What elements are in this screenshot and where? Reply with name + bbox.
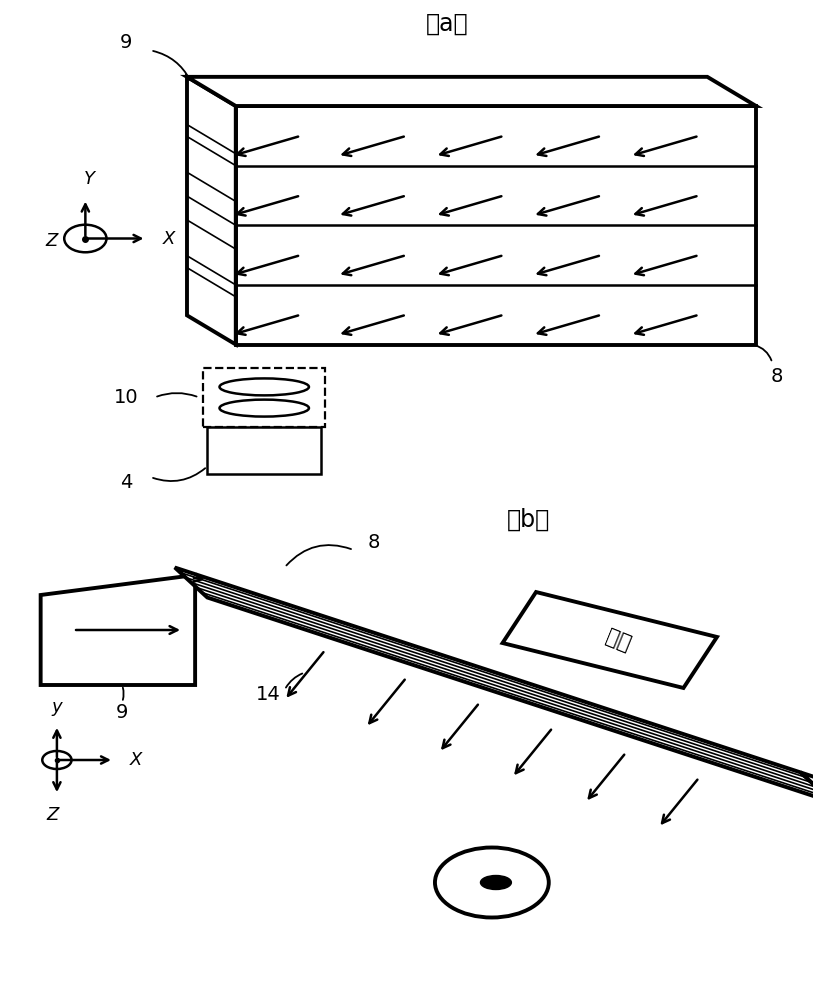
Text: （a）: （a） bbox=[426, 12, 468, 36]
Text: （b）: （b） bbox=[506, 508, 550, 532]
Text: 8: 8 bbox=[770, 367, 783, 386]
Text: X: X bbox=[130, 751, 142, 769]
Text: Z: Z bbox=[46, 806, 59, 824]
Text: 4: 4 bbox=[120, 473, 133, 492]
Text: 9: 9 bbox=[115, 703, 128, 722]
Text: 10: 10 bbox=[114, 388, 138, 407]
Polygon shape bbox=[187, 77, 236, 344]
Ellipse shape bbox=[480, 876, 511, 890]
Polygon shape bbox=[41, 575, 195, 685]
Text: X: X bbox=[163, 230, 175, 247]
Polygon shape bbox=[187, 77, 756, 106]
Polygon shape bbox=[801, 772, 813, 802]
Text: 8: 8 bbox=[367, 533, 380, 552]
Polygon shape bbox=[502, 592, 717, 688]
Text: Y: Y bbox=[84, 170, 95, 188]
Text: y: y bbox=[51, 698, 63, 716]
Text: 14: 14 bbox=[256, 686, 280, 704]
Polygon shape bbox=[175, 568, 813, 802]
Text: Z: Z bbox=[45, 232, 58, 250]
Text: 9: 9 bbox=[120, 33, 133, 52]
Text: 虚像: 虚像 bbox=[602, 626, 633, 654]
